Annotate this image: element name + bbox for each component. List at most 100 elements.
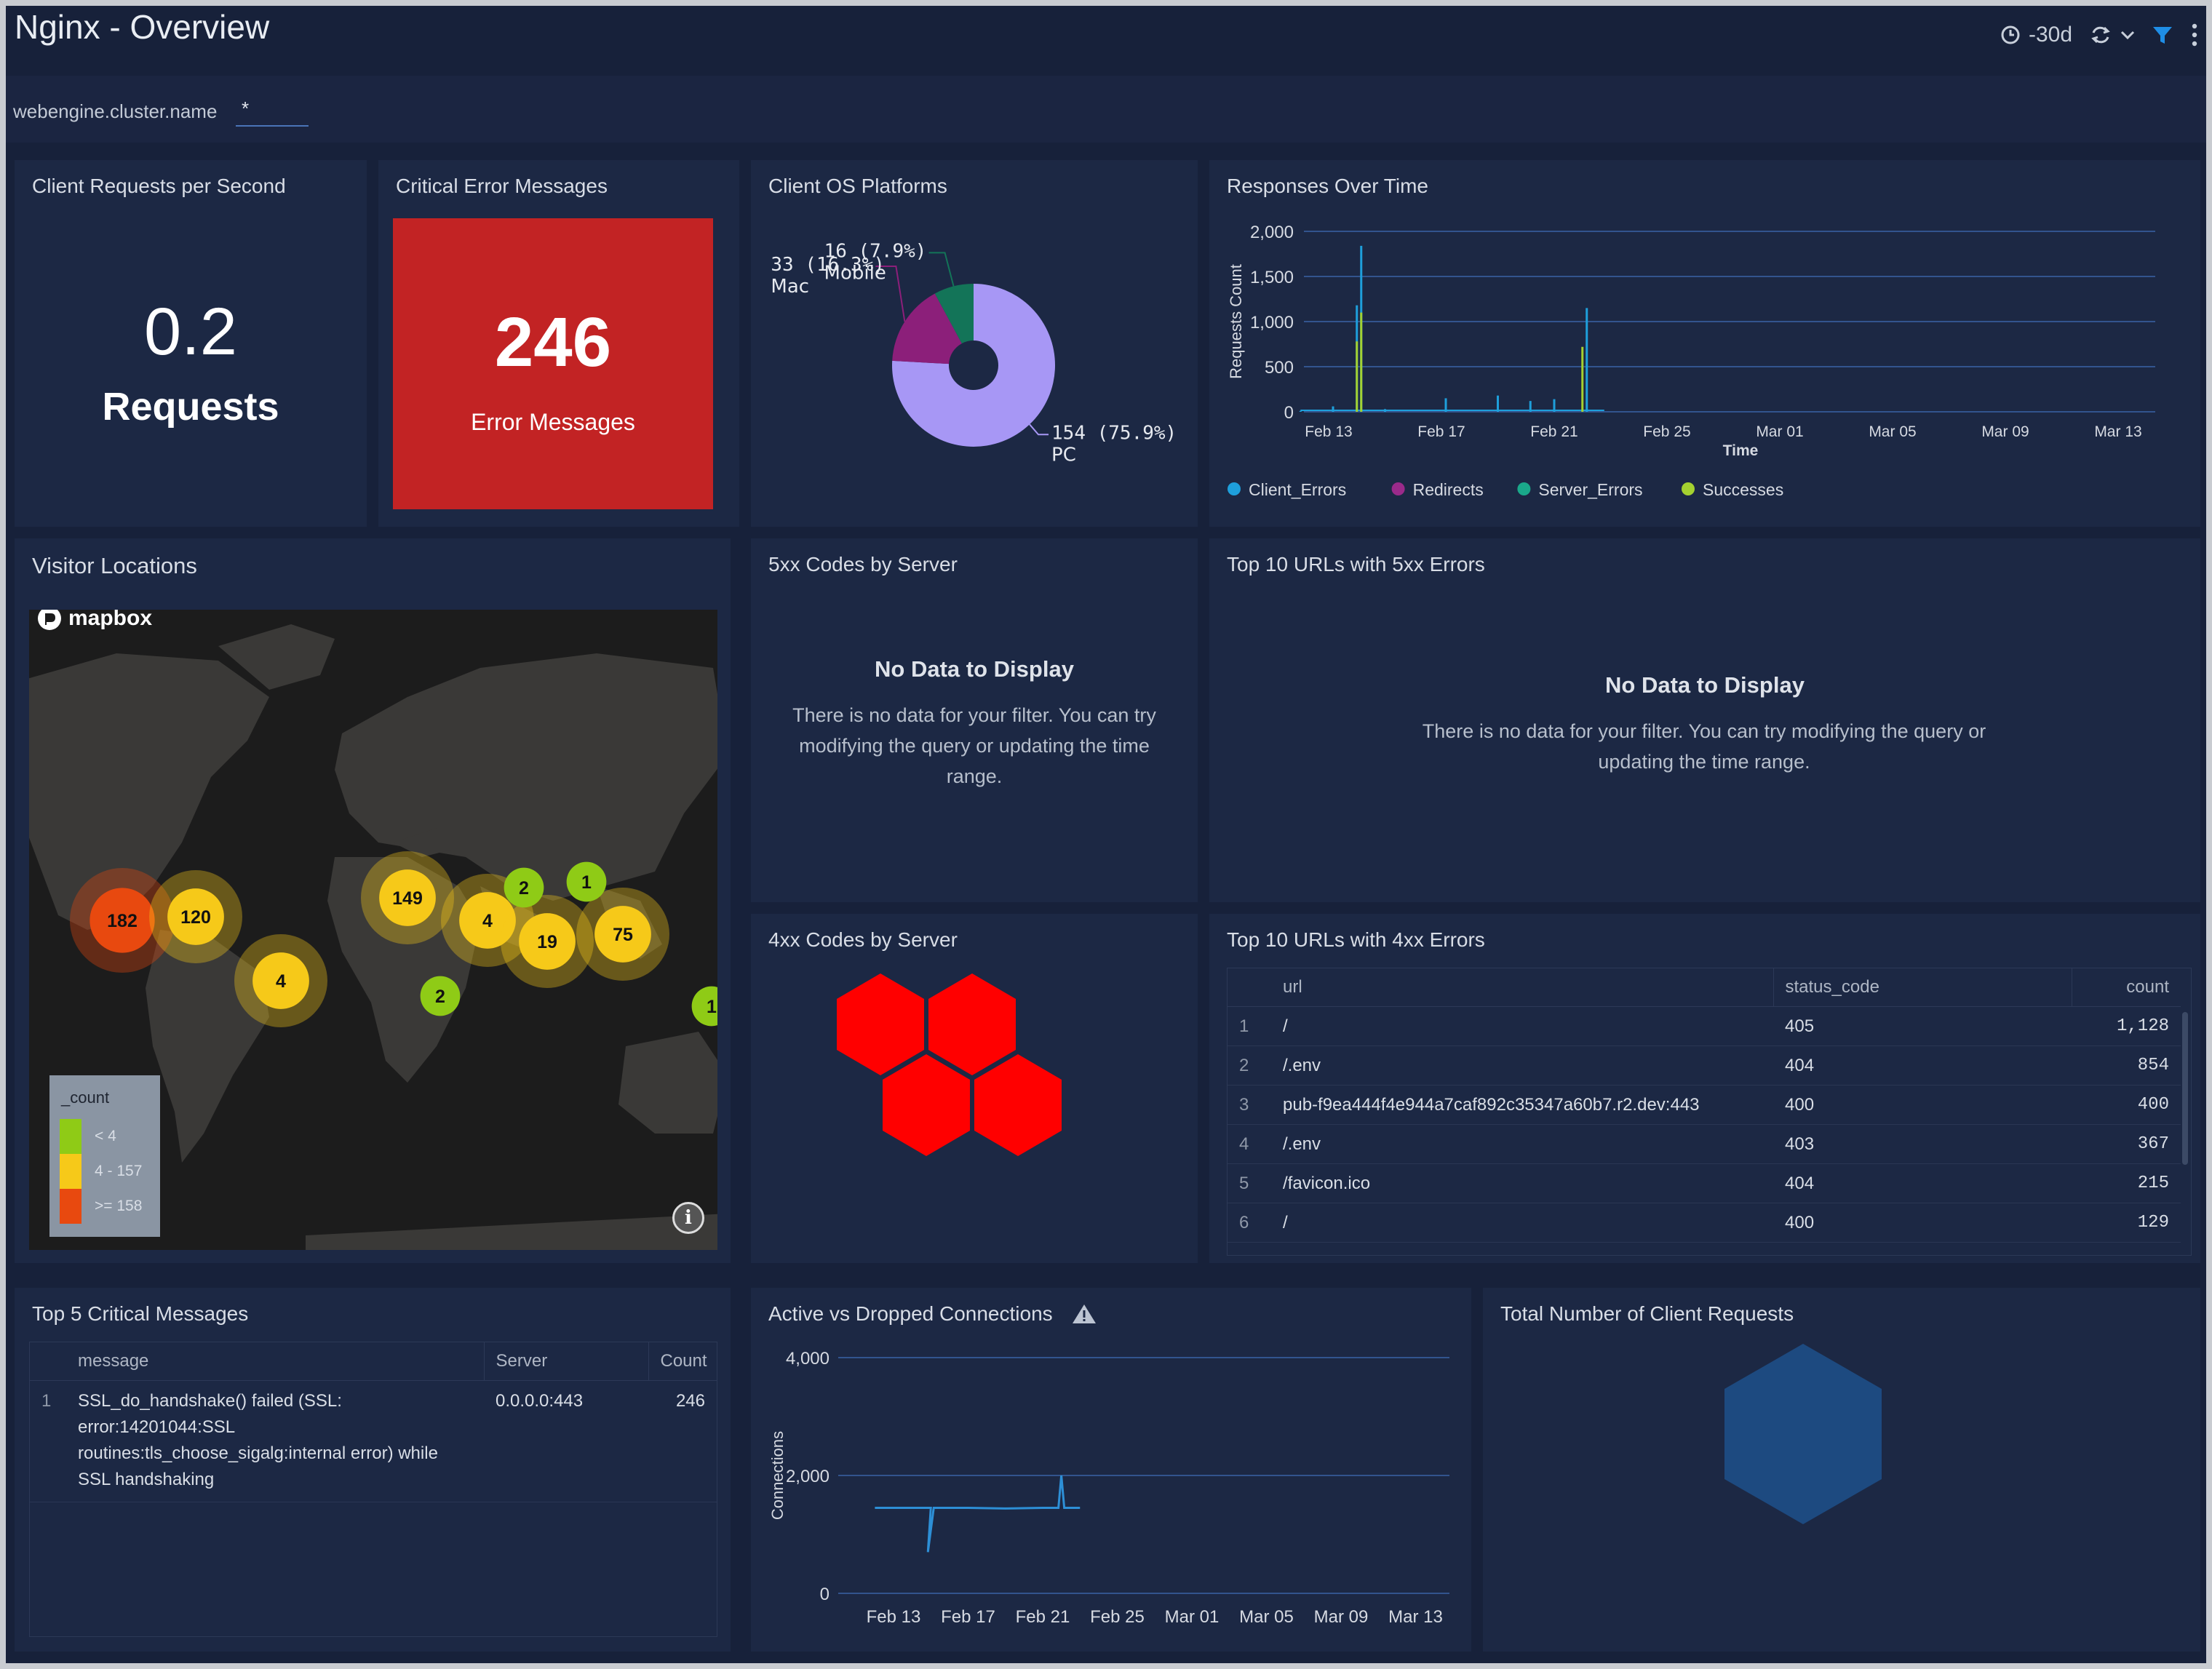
col-count[interactable]: Count <box>648 1342 717 1381</box>
col-status-code[interactable]: status_code <box>1773 968 2072 1007</box>
map-cluster-marker <box>252 952 309 1009</box>
row-index: 2 <box>1228 1045 1271 1086</box>
warning-icon[interactable] <box>1072 1303 1097 1325</box>
y-tick-label: 1,000 <box>1250 313 1294 332</box>
panel-total-requests: Total Number of Client Requests <box>1483 1288 2200 1652</box>
server-hex[interactable] <box>928 973 1016 1075</box>
time-range-value: -30d <box>2028 23 2072 47</box>
map-cluster-label: 19 <box>537 932 557 952</box>
row-index: 3 <box>1228 1085 1271 1125</box>
x-tick-label: Mar 01 <box>1165 1607 1220 1627</box>
panel-title: 4xx Codes by Server <box>768 928 958 951</box>
pie-label-name: Mac <box>771 276 809 298</box>
map-legend-title: _count <box>61 1088 110 1107</box>
col-count[interactable]: count <box>2071 968 2181 1007</box>
table-row[interactable]: 3 pub-f9ea444f4e944a7caf892c35347a60b7.r2… <box>1228 1085 2181 1125</box>
y-tick-label: 500 <box>1265 358 1294 378</box>
cell-status-code: 405 <box>1773 1006 2072 1046</box>
map-cluster-marker <box>519 913 576 970</box>
map-cluster-marker <box>504 867 544 908</box>
pie-slice-mac <box>892 293 962 365</box>
panel-title: Client OS Platforms <box>768 175 947 197</box>
filter-label: webengine.cluster.name <box>13 100 218 122</box>
table-row[interactable]: 4/.env 403 367 <box>1228 1124 2181 1164</box>
legend-swatch-mid <box>60 1154 81 1189</box>
table-header-row: message Server Count <box>30 1342 717 1381</box>
map-cluster-label: 120 <box>180 907 211 928</box>
chevron-down-icon <box>2120 31 2135 40</box>
server-hex[interactable] <box>883 1054 970 1156</box>
x-tick-label: Feb 21 <box>1016 1607 1070 1627</box>
legend-label-mid: 4 - 157 <box>95 1163 143 1179</box>
cell-url: / <box>1271 1006 1773 1046</box>
table-row[interactable]: 2/.env 404 854 <box>1228 1045 2181 1086</box>
col-server[interactable]: Server <box>483 1342 648 1381</box>
x-tick-label: Mar 05 <box>1869 423 1916 440</box>
table-row[interactable]: 1 SSL_do_handshake() failed (SSL: error:14… <box>30 1380 717 1502</box>
panel-client-requests: Client Requests per Second 0.2 Requests <box>15 160 367 527</box>
panel-visitor-locations: Visitor Locations 182 120 149 4 19 75 2 1 4 2 1 <box>15 538 731 1263</box>
legend-marker-client_errors <box>1228 482 1241 495</box>
filter-button[interactable] <box>2151 23 2174 47</box>
y-tick-label: 0 <box>1284 403 1294 423</box>
total-requests-hex[interactable] <box>1724 1344 1882 1524</box>
map-legend: _count < 4 4 - 157 >= 158 <box>49 1075 160 1237</box>
world-map: 182 120 149 4 19 75 2 1 4 2 1 <box>29 624 717 1250</box>
table-row[interactable]: 5/favicon.ico 404 215 <box>1228 1163 2181 1203</box>
table-row[interactable]: 1/405 1,128 <box>1228 1006 2181 1046</box>
pie-label-value: 16 (7.9%) <box>824 240 927 262</box>
panel-top-4xx-urls: Top 10 URLs with 4xx Errors url status_c… <box>1209 914 2200 1263</box>
more-menu-button[interactable] <box>2190 23 2199 47</box>
panel-top5-critical: Top 5 Critical Messages message Server C… <box>15 1288 731 1652</box>
client-os-pie-chart: 154 (75.9%)PC 33 (16.3%)Mac 16 (7.9%)Mobil… <box>771 240 1177 466</box>
url-table-container[interactable]: url status_code count 1/405 1,128 2/.env 40… <box>1227 968 2192 1256</box>
server-hex[interactable] <box>974 1054 1062 1156</box>
x-tick-label: Mar 01 <box>1756 423 1803 440</box>
refresh-button[interactable] <box>2088 24 2135 46</box>
row-index: 1 <box>1228 1006 1271 1046</box>
clock-icon <box>2001 25 2020 44</box>
y-tick-label: 4,000 <box>786 1349 830 1369</box>
map-cluster-label: 149 <box>392 888 423 909</box>
cell-url: pub-f9ea444f4e944a7caf892c35347a60b7.r2.… <box>1271 1085 1773 1125</box>
cell-url: / <box>1271 1203 1773 1243</box>
page-title: Nginx - Overview <box>15 8 270 46</box>
col-url[interactable]: url <box>1271 968 1773 1007</box>
panel-title: Visitor Locations <box>32 553 197 578</box>
map-cluster-label: 4 <box>482 911 493 931</box>
no-data-text: There is no data for your filter. You ca… <box>1422 720 1986 773</box>
map-cluster-label: 1 <box>581 872 592 893</box>
info-icon[interactable]: i <box>672 1202 704 1234</box>
panel-4xx-codes: 4xx Codes by Server <box>751 914 1198 1263</box>
legend-swatch-high <box>60 1189 81 1224</box>
col-index <box>30 1342 66 1381</box>
filter-value-input[interactable]: * <box>236 97 309 127</box>
y-tick-label: 2,000 <box>1250 223 1294 242</box>
y-axis-label: Requests Count <box>1227 264 1245 379</box>
row-index: 6 <box>1228 1203 1271 1243</box>
panel-title: Top 5 Critical Messages <box>32 1302 249 1325</box>
panel-title: Critical Error Messages <box>396 175 608 197</box>
cell-count: 854 <box>2072 1045 2181 1086</box>
map-cluster-marker <box>167 888 224 945</box>
x-tick-label: Mar 13 <box>2094 423 2141 440</box>
x-tick-label: Feb 17 <box>941 1607 995 1627</box>
table-row[interactable]: 6/400 129 <box>1228 1203 2181 1243</box>
y-tick-label: 0 <box>820 1585 830 1604</box>
message-line: routines:tls_choose_sigalg:internal erro… <box>78 1443 438 1463</box>
server-hex[interactable] <box>837 973 924 1075</box>
cell-count: 367 <box>2072 1124 2181 1164</box>
map-canvas[interactable]: 182 120 149 4 19 75 2 1 4 2 1 mapbox _count < 4 4 … <box>29 610 717 1250</box>
map-cluster-label: 4 <box>276 971 286 992</box>
time-range-button[interactable]: -30d <box>2000 23 2072 47</box>
panel-connections: Active vs Dropped Connections 0 2,000 4,00… <box>751 1288 1471 1652</box>
more-vertical-icon <box>2192 23 2197 47</box>
no-data-text: There is no data for your filter. You ca… <box>792 704 1156 787</box>
x-axis-label: Time <box>1723 442 1759 459</box>
col-message[interactable]: message <box>66 1342 484 1381</box>
panel-responses-over-time: Responses Over Time 0 500 1,000 1,500 2,000 F… <box>1209 160 2200 527</box>
table-scrollbar[interactable] <box>2182 1012 2188 1165</box>
top-bar: Nginx - Overview -30d <box>6 6 2206 76</box>
map-cluster-marker <box>379 869 436 926</box>
cell-status-code: 400 <box>1773 1085 2072 1125</box>
